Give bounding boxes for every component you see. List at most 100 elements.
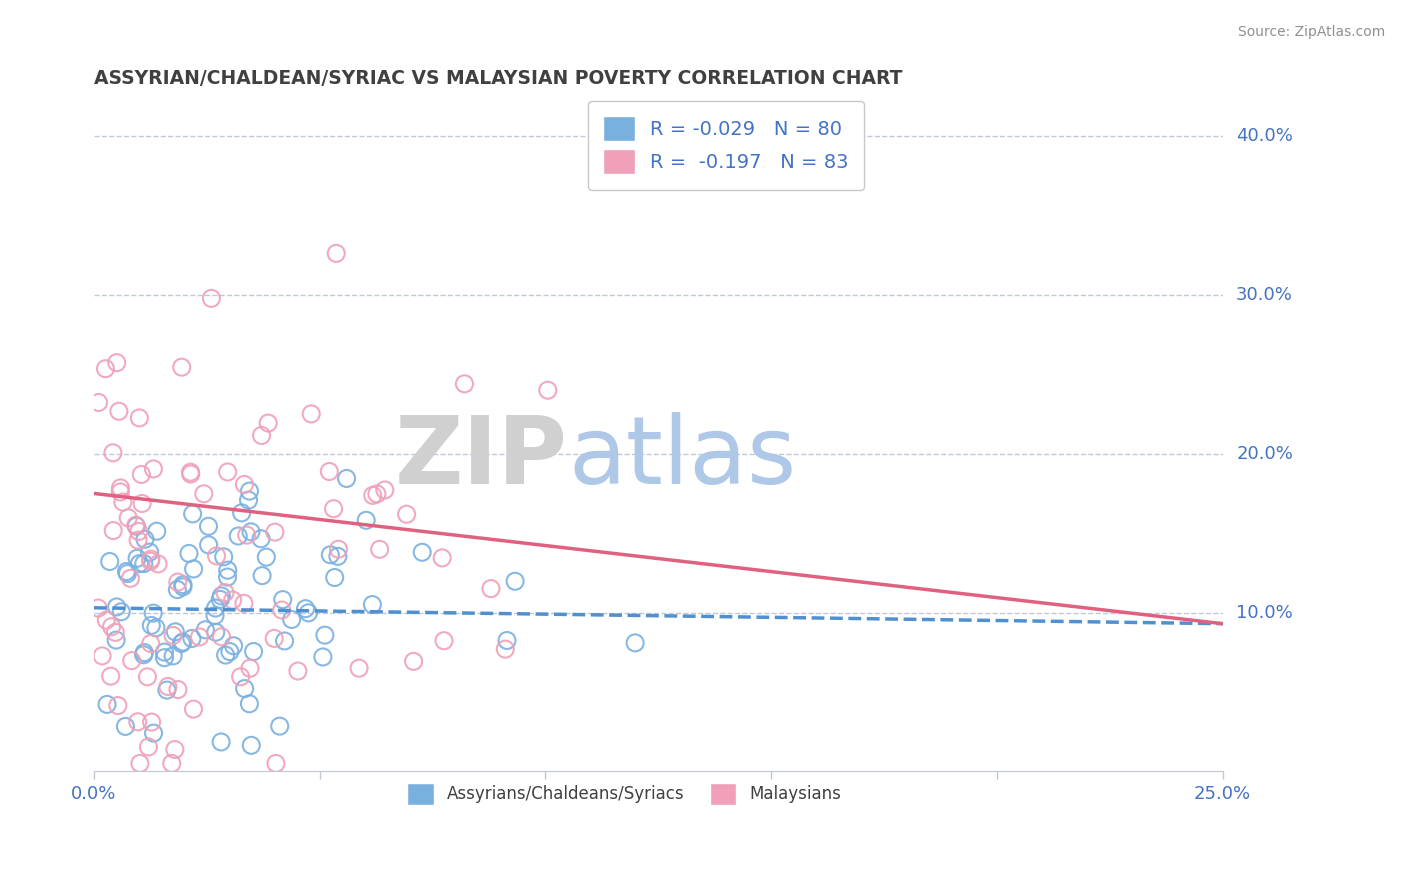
- Point: [270, 603, 292, 617]
- Point: [128, 524, 150, 539]
- Point: [479, 582, 502, 596]
- Point: [280, 612, 302, 626]
- Point: [125, 518, 148, 533]
- Point: [232, 596, 254, 610]
- Point: [402, 654, 425, 668]
- Point: [233, 681, 256, 696]
- Point: [269, 719, 291, 733]
- Point: [146, 557, 169, 571]
- Point: [453, 376, 475, 391]
- Point: [299, 407, 322, 421]
- Point: [240, 739, 263, 753]
- Point: [354, 513, 377, 527]
- Point: [328, 542, 350, 557]
- Point: [217, 570, 239, 584]
- Point: [110, 481, 132, 495]
- Point: [322, 501, 344, 516]
- Point: [204, 601, 226, 615]
- Point: [287, 664, 309, 678]
- Point: [110, 485, 132, 500]
- Point: [212, 549, 235, 564]
- Point: [127, 714, 149, 729]
- Point: [162, 628, 184, 642]
- Point: [347, 661, 370, 675]
- Point: [125, 519, 148, 533]
- Point: [503, 574, 526, 589]
- Point: [128, 557, 150, 571]
- Point: [117, 511, 139, 525]
- Point: [366, 487, 388, 501]
- Point: [132, 648, 155, 662]
- Point: [239, 661, 262, 675]
- Point: [314, 628, 336, 642]
- Point: [153, 645, 176, 659]
- Text: ZIP: ZIP: [395, 412, 568, 504]
- Point: [166, 575, 188, 590]
- Point: [131, 496, 153, 510]
- Text: 30.0%: 30.0%: [1236, 286, 1294, 304]
- Point: [96, 613, 118, 627]
- Point: [170, 636, 193, 650]
- Point: [139, 554, 162, 568]
- Point: [194, 623, 217, 637]
- Point: [200, 291, 222, 305]
- Point: [105, 356, 128, 370]
- Point: [127, 551, 149, 566]
- Point: [209, 589, 232, 603]
- Point: [239, 524, 262, 539]
- Text: 40.0%: 40.0%: [1236, 128, 1294, 145]
- Point: [183, 562, 205, 576]
- Point: [94, 361, 117, 376]
- Point: [411, 545, 433, 559]
- Point: [432, 550, 454, 565]
- Point: [101, 446, 124, 460]
- Point: [163, 742, 186, 756]
- Text: 10.0%: 10.0%: [1236, 604, 1294, 622]
- Point: [209, 735, 232, 749]
- Point: [128, 411, 150, 425]
- Point: [181, 507, 204, 521]
- Point: [197, 519, 219, 533]
- Point: [107, 698, 129, 713]
- Point: [336, 471, 359, 485]
- Point: [177, 546, 200, 560]
- Point: [179, 465, 201, 479]
- Point: [165, 624, 187, 639]
- Point: [138, 545, 160, 559]
- Point: [229, 670, 252, 684]
- Point: [197, 538, 219, 552]
- Point: [134, 533, 156, 547]
- Point: [115, 565, 138, 579]
- Point: [188, 630, 211, 644]
- Point: [433, 633, 456, 648]
- Point: [105, 599, 128, 614]
- Point: [361, 488, 384, 502]
- Text: Source: ZipAtlas.com: Source: ZipAtlas.com: [1237, 25, 1385, 39]
- Point: [319, 548, 342, 562]
- Point: [108, 404, 131, 418]
- Point: [87, 395, 110, 409]
- Point: [181, 632, 204, 646]
- Point: [103, 524, 125, 538]
- Point: [142, 726, 165, 740]
- Point: [361, 598, 384, 612]
- Point: [172, 580, 194, 594]
- Point: [167, 682, 190, 697]
- Point: [624, 636, 647, 650]
- Point: [368, 542, 391, 557]
- Point: [395, 508, 418, 522]
- Point: [494, 642, 516, 657]
- Point: [180, 467, 202, 481]
- Point: [326, 549, 349, 564]
- Point: [156, 683, 179, 698]
- Point: [160, 756, 183, 771]
- Point: [142, 462, 165, 476]
- Point: [142, 606, 165, 620]
- Point: [218, 645, 240, 659]
- Point: [235, 528, 257, 542]
- Point: [318, 465, 340, 479]
- Point: [172, 635, 194, 649]
- Point: [222, 639, 245, 653]
- Point: [250, 428, 273, 442]
- Point: [263, 525, 285, 540]
